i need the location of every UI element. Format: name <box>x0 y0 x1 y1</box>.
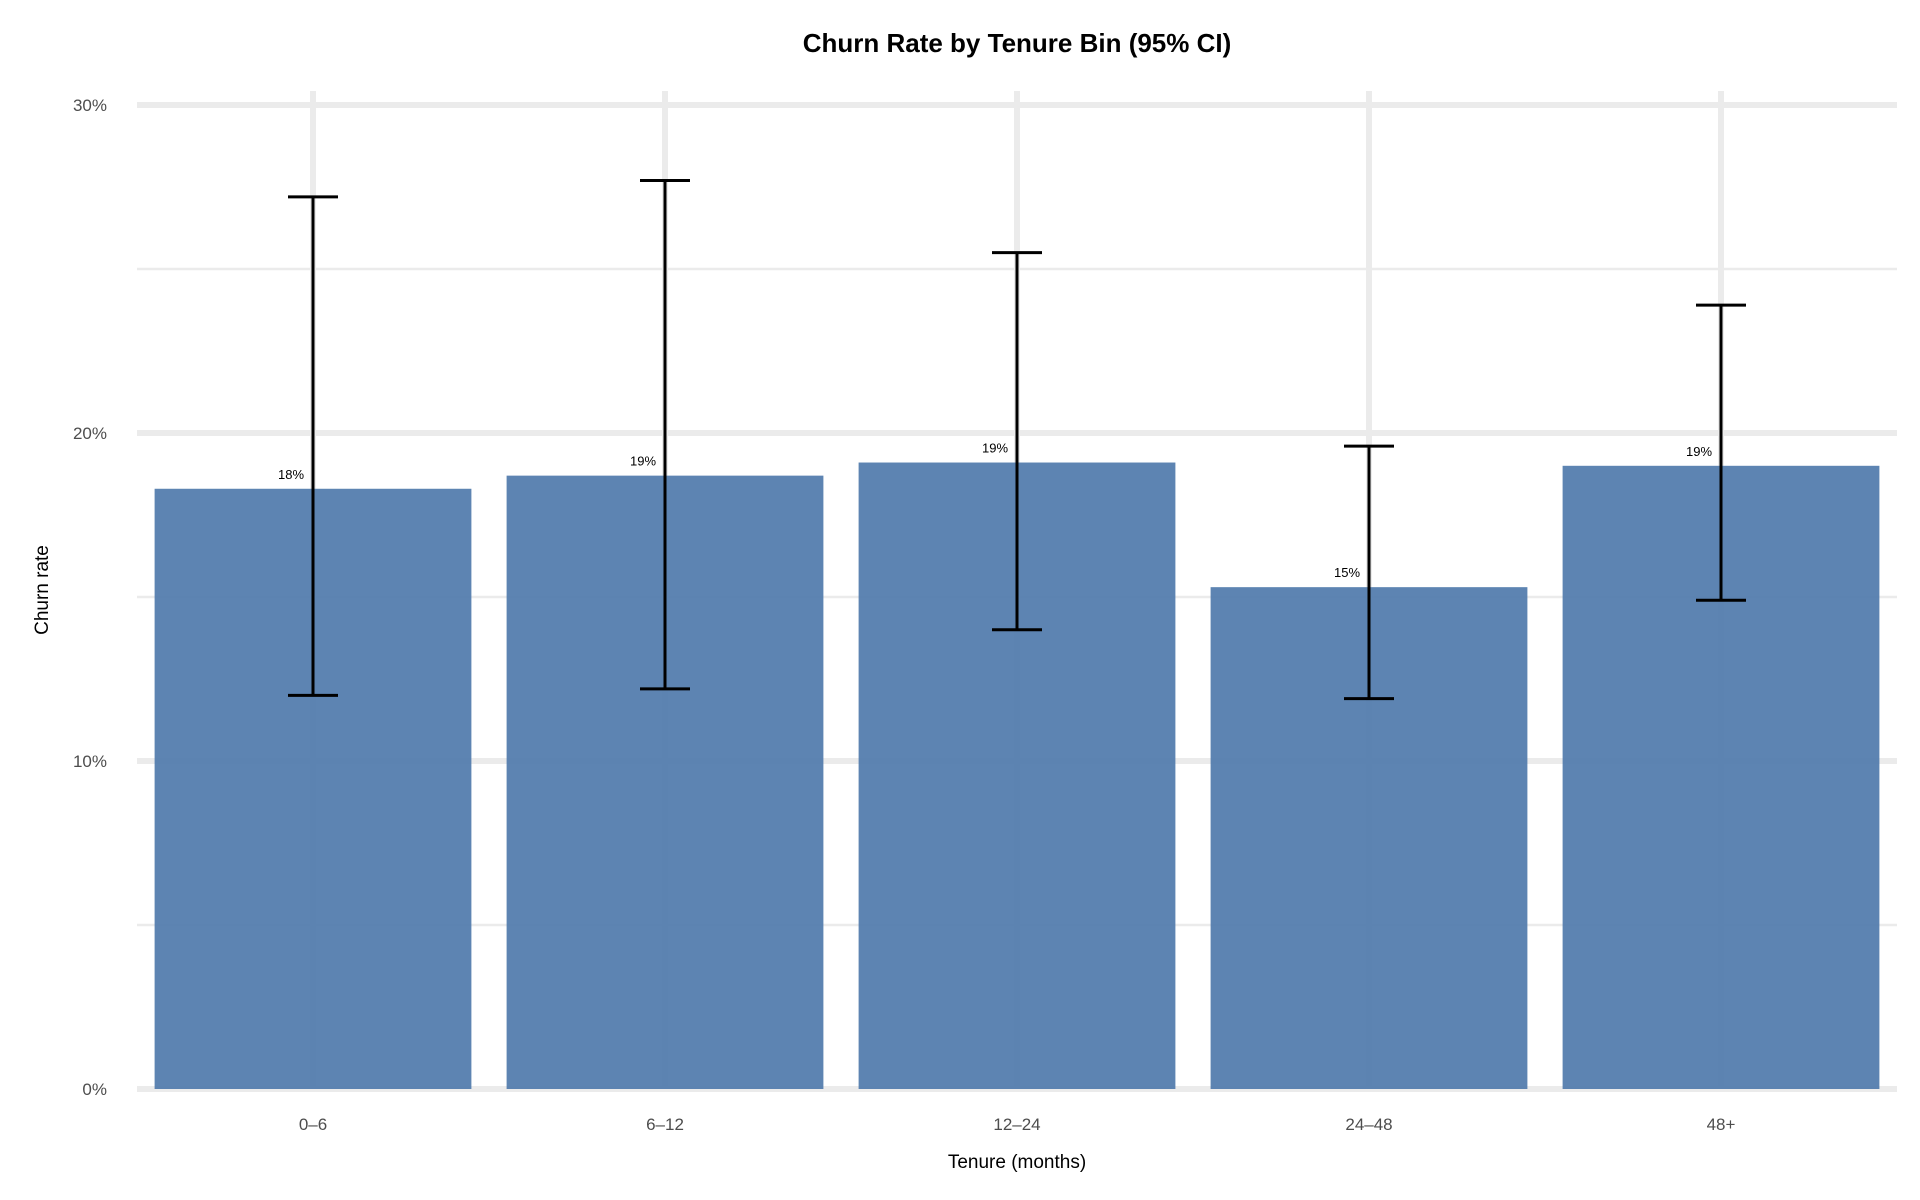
y-axis-title: Churn rate <box>32 545 53 635</box>
x-tick-label: 6–12 <box>646 1115 684 1134</box>
y-tick-label: 10% <box>73 752 107 771</box>
data-label: 19% <box>1686 444 1712 459</box>
y-tick-label: 30% <box>73 96 107 115</box>
chart-title: Churn Rate by Tenure Bin (95% CI) <box>803 28 1232 58</box>
error-bars <box>288 178 1746 701</box>
x-tick-label: 48+ <box>1707 1115 1736 1134</box>
y-tick-label: 0% <box>82 1080 107 1099</box>
x-axis-title: Tenure (months) <box>948 1152 1086 1173</box>
data-labels: 18% 19% 19% 15% 19% <box>278 441 1712 581</box>
data-label: 19% <box>982 441 1008 456</box>
tick-labels: 0–6 6–12 12–24 24–48 48+ 0% 10% 20% 30% <box>73 96 1736 1134</box>
data-label: 18% <box>278 467 304 482</box>
data-label: 15% <box>1334 565 1360 580</box>
x-tick-label: 24–48 <box>1345 1115 1392 1134</box>
x-tick-label: 12–24 <box>993 1115 1040 1134</box>
x-tick-label: 0–6 <box>299 1115 327 1134</box>
bars <box>154 462 1880 1089</box>
y-tick-label: 20% <box>73 424 107 443</box>
data-label: 19% <box>630 454 656 469</box>
